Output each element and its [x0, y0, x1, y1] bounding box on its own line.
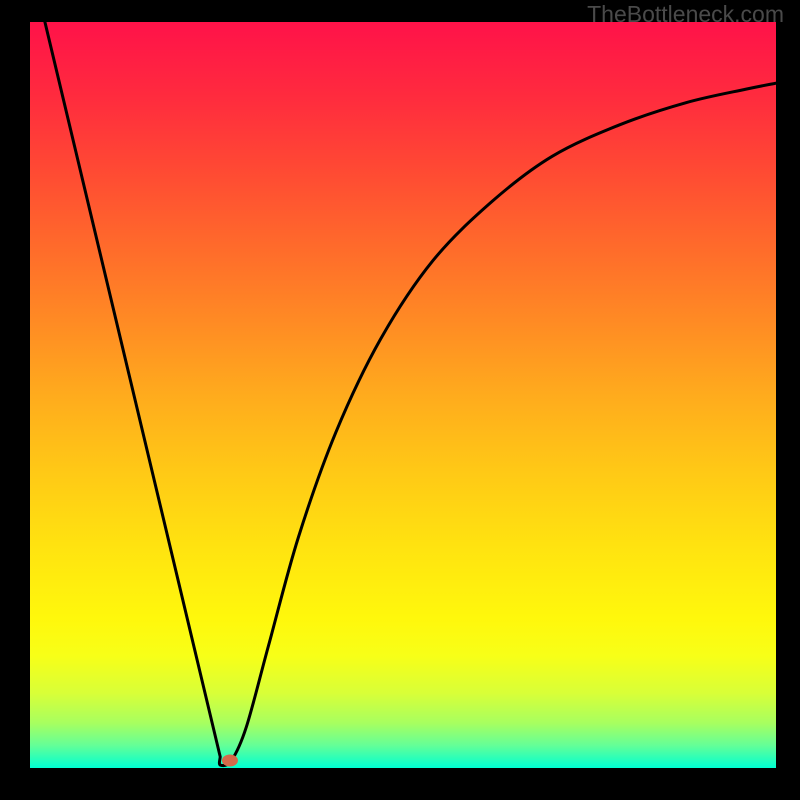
watermark-text: TheBottleneck.com [587, 1, 784, 28]
gradient-background [30, 22, 776, 768]
plot-area [30, 22, 776, 768]
chart-container: TheBottleneck.com [0, 0, 800, 800]
